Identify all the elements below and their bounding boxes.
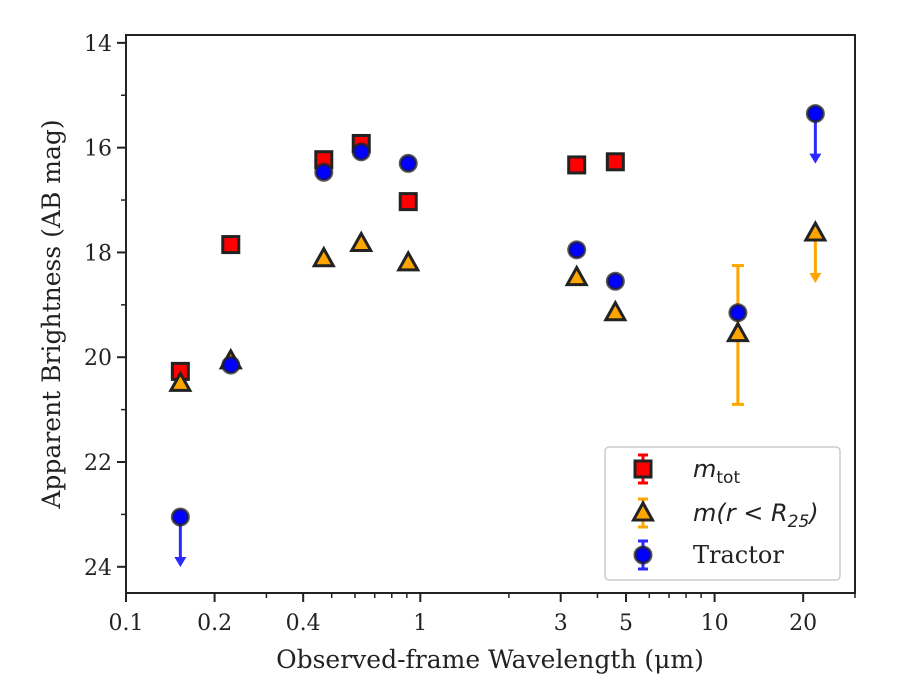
data-point: [805, 104, 825, 124]
data-point: [567, 155, 587, 175]
data-point: [605, 152, 625, 172]
plot-frame: [125, 34, 856, 594]
x-tick-label: 10: [701, 611, 729, 636]
legend: mtot m(r < R25) Tractor: [604, 446, 841, 581]
data-point: [564, 264, 589, 287]
marks-layer: [168, 104, 828, 568]
legend-marker: [633, 459, 653, 479]
y-tick-label: 18: [84, 241, 112, 266]
x-axis-label: Observed-frame Wavelength (μm): [276, 645, 704, 674]
legend-marker: [630, 499, 656, 522]
data-point: [605, 271, 625, 291]
legend-marker: [633, 545, 653, 565]
x-tick-label: 0.2: [197, 611, 232, 636]
upper-limit-arrow-head: [809, 273, 822, 284]
data-point: [398, 192, 418, 212]
legend-label: Tractor: [693, 541, 784, 569]
series-0: [170, 133, 625, 381]
x-tick-label: 0.4: [286, 611, 321, 636]
data-point: [221, 235, 241, 255]
tick-label-layer: 0.1 0.2 0.4 1 3 5 10 20 14 16 18 20 22 24: [84, 32, 817, 636]
data-point: [567, 240, 587, 260]
data-point: [351, 142, 371, 162]
data-point: [728, 303, 748, 323]
y-tick-label: 14: [84, 32, 112, 57]
data-point: [349, 230, 374, 253]
upper-limit-arrow-head: [174, 557, 187, 568]
y-tick-label: 16: [84, 137, 112, 162]
x-tick-label: 1: [413, 611, 427, 636]
legend-label: m(r < R25): [693, 499, 819, 532]
data-point: [221, 355, 241, 375]
data-point: [803, 219, 828, 242]
y-tick-label: 24: [84, 556, 112, 581]
data-point: [311, 245, 336, 268]
data-point: [314, 162, 334, 182]
series-1: [168, 219, 828, 406]
data-point: [398, 153, 418, 173]
legend-label: mtot: [693, 455, 740, 488]
x-tick-label: 0.1: [109, 611, 144, 636]
data-point: [725, 320, 750, 343]
y-axis-label: Apparent Brightness (AB mag): [37, 119, 66, 509]
x-tick-label: 5: [619, 611, 633, 636]
upper-limit-arrow-head: [809, 153, 822, 164]
data-point: [168, 370, 193, 392]
y-tick-label: 20: [84, 346, 112, 371]
x-tick-label: 3: [554, 611, 568, 636]
legend-box: [604, 446, 841, 581]
data-point: [603, 299, 628, 322]
y-tick-label: 22: [84, 451, 112, 476]
data-point: [170, 507, 190, 527]
x-tick-label: 20: [789, 611, 817, 636]
data-point: [396, 249, 421, 272]
series-2: [170, 104, 825, 568]
